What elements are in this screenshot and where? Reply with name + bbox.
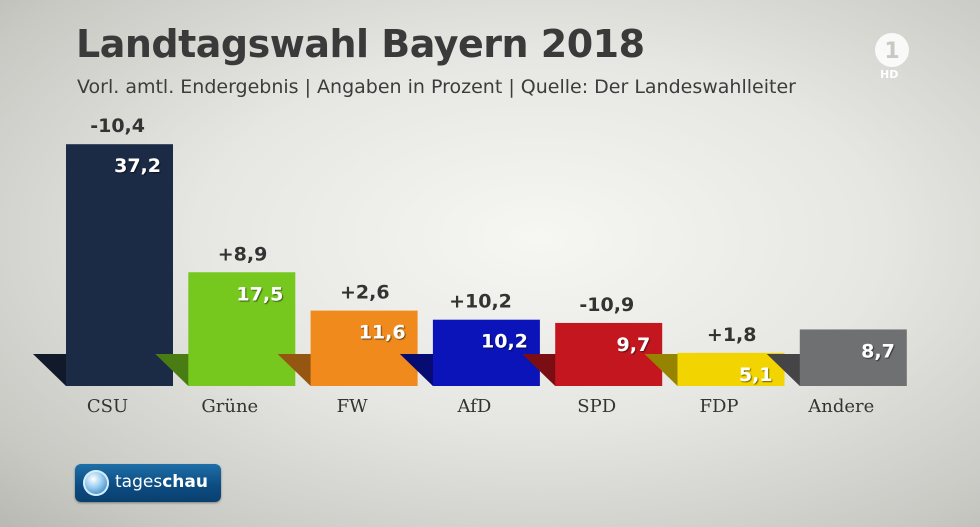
tagesschau-globe-icon [83,470,109,496]
ard-one-number: 1 [884,39,899,64]
chart-subtitle: Vorl. amtl. Endergebnis | Angaben in Pro… [77,76,796,98]
bar [799,329,907,386]
bar [677,352,785,386]
bar-change-label: +8,9 [218,243,268,265]
tagesschau-wordmark-text: tageschau [115,472,208,492]
bar [555,322,663,386]
category-label: Andere [807,396,874,417]
bar-change-label: -10,9 [579,294,634,316]
bar-group-2: 11,6 +2,6 FW [277,282,418,417]
category-label: AfD [457,396,492,417]
category-label: Grüne [201,396,258,417]
bar-change-label: -10,4 [90,115,145,137]
bar-group-4: 9,7 -10,9 SPD [522,294,663,417]
bar-change-label: +1,8 [707,324,757,346]
bar-change-label: +2,6 [340,282,390,304]
bar-value-label: 9,7 [617,334,651,356]
bar-change-label: +10,2 [449,291,512,313]
bar [310,310,418,386]
bar-group-3: 10,2 +10,2 AfD [399,291,540,417]
category-label: SPD [577,396,616,417]
bar [188,272,296,386]
bar [66,144,173,386]
category-label: FDP [699,396,738,417]
bar-value-label: 17,5 [236,283,283,305]
hd-label: HD [880,68,899,81]
tagesschau-logo: tageschau [75,464,221,502]
category-label: FW [337,396,368,417]
bar-value-label: 37,2 [114,155,161,177]
bar-group-0: 37,2 -10,4 CSU [33,115,173,417]
bar-value-label: 10,2 [481,331,528,353]
ard-one-logo: 1 HD [870,30,920,82]
bar-value-label: 5,1 [739,364,773,386]
bar [432,319,540,386]
bar-value-label: 11,6 [359,322,406,344]
bar-value-label: 8,7 [861,340,895,362]
category-label: CSU [87,396,128,417]
ard-one-icon: 1 [875,33,909,67]
bar-group-1: 17,5 +8,9 Grüne [155,243,296,417]
bar-group-6: 8,7 Andere [766,329,907,417]
tagesschau-wordmark: tageschau [115,472,208,492]
chart-title: Landtagswahl Bayern 2018 [76,22,645,66]
bar-group-5: 5,1 +1,8 FDP [644,324,785,417]
